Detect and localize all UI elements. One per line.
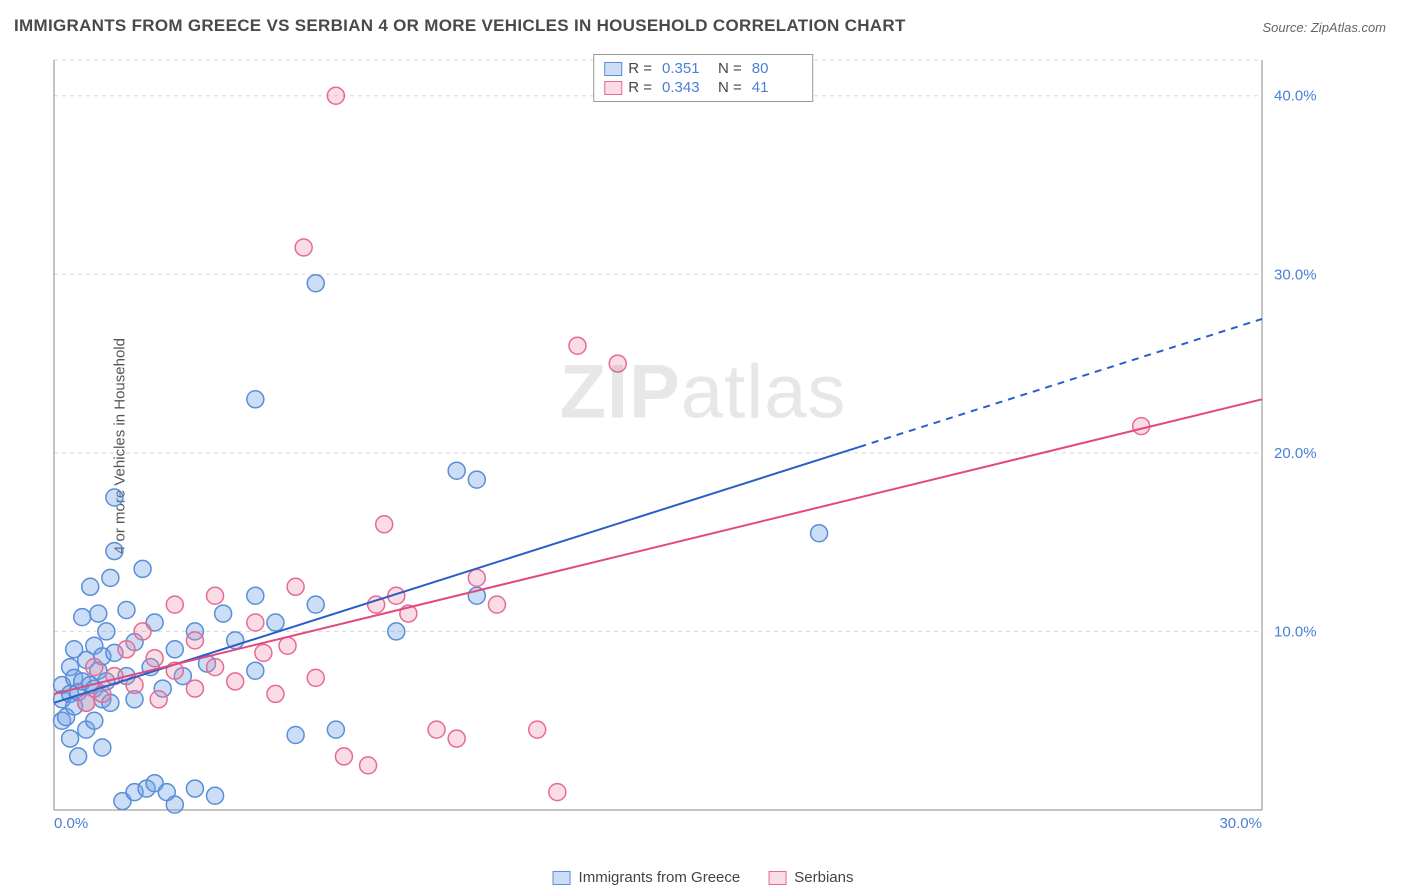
r-value-greece: 0.351: [662, 60, 712, 77]
svg-text:30.0%: 30.0%: [1219, 815, 1262, 832]
swatch-greece-bottom: [553, 871, 571, 885]
svg-text:10.0%: 10.0%: [1274, 623, 1317, 640]
chart-area: 10.0% 20.0% 30.0% 40.0% 0.0% 30.0%: [52, 54, 1332, 832]
swatch-serbians-bottom: [768, 871, 786, 885]
r-label: R =: [628, 60, 652, 77]
n-value-greece: 80: [752, 60, 802, 77]
svg-text:40.0%: 40.0%: [1274, 88, 1317, 105]
svg-text:30.0%: 30.0%: [1274, 266, 1317, 283]
swatch-serbians: [604, 81, 622, 95]
legend-label-serbians: Serbians: [794, 869, 853, 886]
stats-row-greece: R = 0.351 N = 80: [604, 59, 802, 78]
swatch-greece: [604, 62, 622, 76]
legend-label-greece: Immigrants from Greece: [579, 869, 741, 886]
n-label: N =: [718, 60, 742, 77]
legend-item-serbians: Serbians: [768, 869, 853, 886]
n-value-serbians: 41: [752, 79, 802, 96]
chart-title: IMMIGRANTS FROM GREECE VS SERBIAN 4 OR M…: [14, 16, 906, 36]
stats-row-serbians: R = 0.343 N = 41: [604, 78, 802, 97]
stats-legend: R = 0.351 N = 80 R = 0.343 N = 41: [593, 54, 813, 102]
svg-text:0.0%: 0.0%: [54, 815, 88, 832]
scatter-plot-svg: 10.0% 20.0% 30.0% 40.0% 0.0% 30.0%: [52, 54, 1332, 832]
legend-item-greece: Immigrants from Greece: [553, 869, 741, 886]
svg-text:20.0%: 20.0%: [1274, 445, 1317, 462]
n-label: N =: [718, 79, 742, 96]
source-attribution: Source: ZipAtlas.com: [1262, 20, 1386, 35]
r-label: R =: [628, 79, 652, 96]
r-value-serbians: 0.343: [662, 79, 712, 96]
series-legend: Immigrants from Greece Serbians: [553, 869, 854, 886]
